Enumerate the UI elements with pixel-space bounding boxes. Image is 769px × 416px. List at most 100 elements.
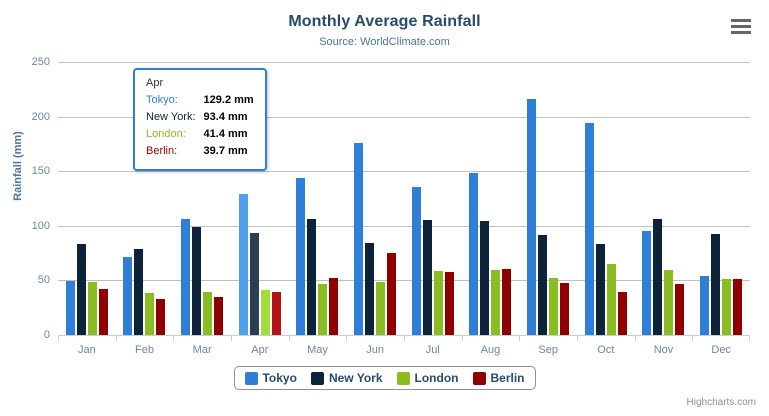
tooltip-series-value: 129.2 mm — [203, 94, 254, 106]
legend-swatch-icon — [310, 371, 324, 385]
x-tick-mark — [288, 336, 290, 341]
bar[interactable] — [260, 289, 270, 335]
legend-swatch-icon — [472, 371, 486, 385]
bar[interactable] — [733, 279, 743, 335]
bar[interactable] — [376, 282, 386, 335]
bar-group[interactable]: Sep — [519, 62, 577, 356]
bar[interactable] — [354, 142, 364, 335]
bar[interactable] — [549, 277, 559, 335]
hamburger-bar-1 — [731, 19, 751, 22]
legend-swatch-icon — [244, 371, 258, 385]
bar[interactable] — [307, 219, 317, 335]
x-tick-mark — [231, 336, 232, 341]
bar[interactable] — [296, 177, 306, 335]
bar[interactable] — [595, 243, 605, 335]
x-tick-mark — [461, 336, 463, 341]
bar[interactable] — [422, 220, 432, 335]
bar[interactable] — [214, 297, 224, 335]
bar[interactable] — [156, 298, 166, 335]
credits-link[interactable]: Highcharts.com — [686, 397, 756, 408]
bar[interactable] — [203, 292, 213, 335]
bar[interactable] — [65, 280, 75, 335]
x-tick-mark — [173, 336, 175, 341]
bar[interactable] — [642, 230, 652, 335]
bar-group[interactable]: Apr — [231, 62, 289, 356]
bar-group[interactable]: Nov — [635, 62, 693, 356]
tooltip-series-name: Berlin: — [146, 145, 178, 157]
y-tick-label: 50 — [37, 274, 50, 287]
bar[interactable] — [249, 233, 259, 335]
bar[interactable] — [411, 186, 421, 335]
x-tick-mark — [58, 336, 59, 341]
x-tick-mark — [115, 336, 117, 341]
hamburger-menu-icon[interactable] — [729, 17, 753, 37]
legend-item-new-york[interactable]: New York — [310, 371, 383, 385]
legend-item-london[interactable]: London — [396, 371, 459, 385]
y-axis-title: Rainfall (mm) — [12, 131, 24, 201]
bar[interactable] — [134, 248, 144, 335]
bar[interactable] — [87, 281, 97, 335]
y-tick-label: 100 — [31, 219, 50, 232]
bar[interactable] — [538, 235, 548, 335]
bar[interactable] — [675, 283, 685, 335]
y-tick-label: 150 — [31, 165, 50, 178]
x-tick-mark — [519, 336, 521, 341]
bar[interactable] — [76, 243, 86, 335]
legend-item-tokyo[interactable]: Tokyo — [244, 371, 297, 385]
x-tick-label: Jan — [77, 344, 96, 356]
bar[interactable] — [123, 256, 133, 335]
bar[interactable] — [527, 98, 537, 335]
bar[interactable] — [711, 234, 721, 335]
bar[interactable] — [480, 221, 490, 335]
y-tick-label: 0 — [43, 329, 50, 341]
bar[interactable] — [271, 291, 281, 335]
legend-item-berlin[interactable]: Berlin — [472, 371, 525, 385]
bar[interactable] — [606, 263, 616, 335]
tooltip-series-value: 39.7 mm — [203, 145, 248, 157]
bar[interactable] — [433, 270, 443, 335]
legend-label: Tokyo — [262, 371, 297, 385]
bar[interactable] — [653, 218, 663, 335]
bar[interactable] — [318, 283, 328, 335]
bar-group[interactable]: Feb — [116, 62, 174, 356]
bar-group[interactable]: Mar — [173, 62, 231, 356]
bar[interactable] — [192, 227, 202, 335]
tooltip-series-name: Tokyo: — [146, 94, 178, 106]
bar-group[interactable]: Jul — [404, 62, 462, 356]
bar-group[interactable]: Dec — [692, 62, 750, 356]
bar-group[interactable]: Jun — [346, 62, 404, 356]
bar-group[interactable]: Oct — [577, 62, 635, 356]
chart-legend: Tokyo New York London Berlin — [233, 366, 536, 390]
tooltip-row: London: 41.4 mm — [146, 126, 254, 143]
chart-tooltip: Apr Tokyo: 129.2 mm New York: 93.4 mm London… — [133, 68, 267, 171]
bar[interactable] — [444, 272, 454, 335]
bar[interactable] — [469, 172, 479, 335]
bar[interactable] — [491, 269, 501, 335]
x-tick-label: Nov — [653, 344, 674, 356]
bar[interactable] — [365, 242, 375, 335]
bar[interactable] — [98, 288, 108, 335]
bar[interactable] — [560, 283, 570, 335]
tooltip-row: Tokyo: 129.2 mm — [146, 92, 254, 109]
bar-group[interactable]: May — [289, 62, 347, 356]
bar-group[interactable]: Jan — [58, 62, 116, 356]
bar[interactable] — [617, 292, 627, 335]
plot-area: 0 50 100 150 200 250 Jan Feb Mar Apr May Jun Jul Aug… — [32, 56, 750, 356]
bar[interactable] — [664, 270, 674, 335]
x-tick-label: Oct — [597, 344, 615, 356]
tooltip-series-value: 93.4 mm — [203, 111, 248, 123]
bar[interactable] — [387, 252, 397, 335]
bar[interactable] — [329, 277, 339, 335]
gridline — [58, 62, 750, 63]
chart-title: Monthly Average Rainfall — [288, 13, 481, 30]
bar[interactable] — [238, 193, 248, 335]
bar-group[interactable]: Aug — [462, 62, 520, 356]
bar[interactable] — [584, 123, 594, 335]
bar[interactable] — [700, 275, 710, 335]
bar[interactable] — [145, 292, 155, 335]
hamburger-bar-2 — [731, 25, 751, 28]
bar[interactable] — [181, 218, 191, 335]
bar[interactable] — [502, 269, 512, 335]
bar[interactable] — [722, 279, 732, 335]
